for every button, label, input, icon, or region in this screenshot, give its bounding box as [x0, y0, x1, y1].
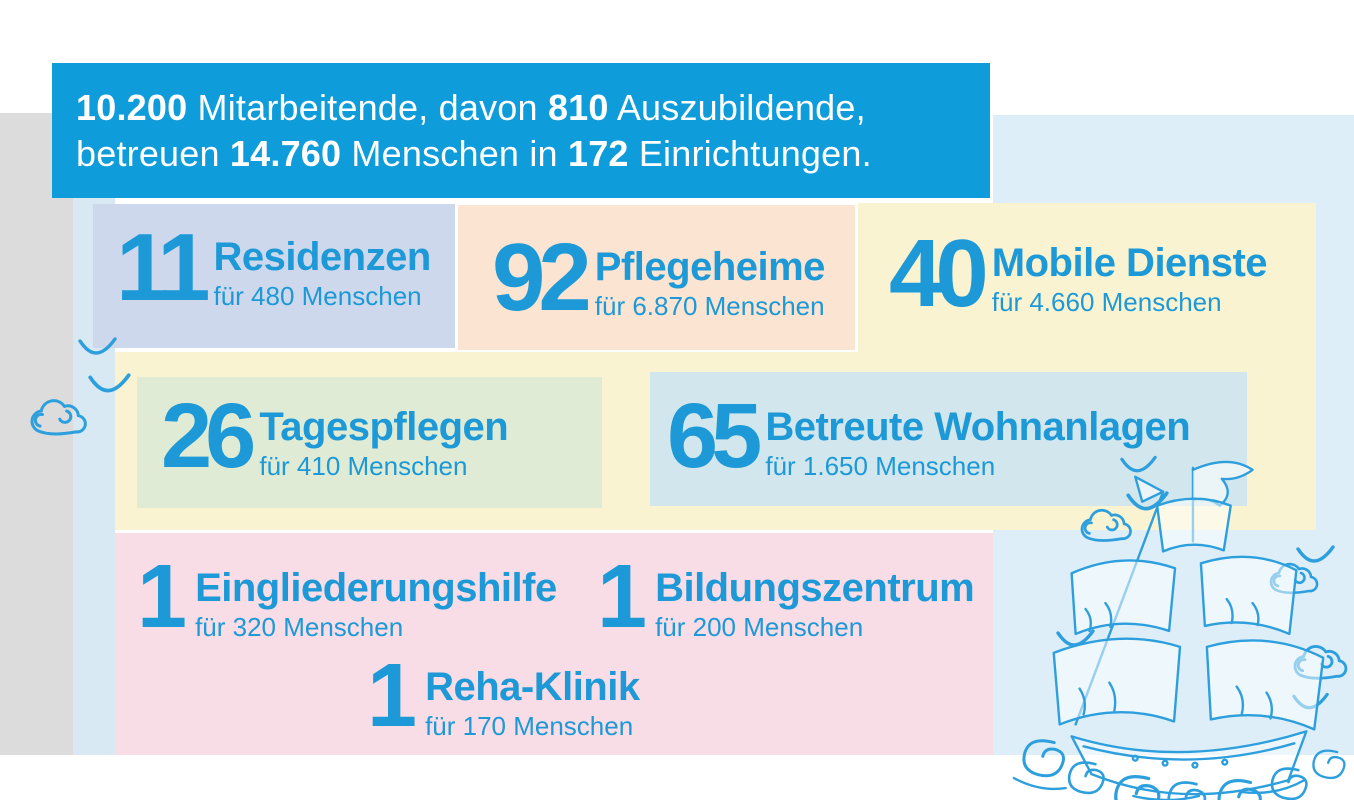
bird-icon — [88, 373, 131, 393]
stat-label: Mobile Dienste — [991, 241, 1268, 285]
stat-sublabel: für 6.870 Menschen — [594, 291, 825, 321]
stat-sublabel: für 1.650 Menschen — [765, 451, 996, 481]
stat-label: Eingliederungshilfe — [195, 566, 557, 610]
stat-label: Reha-Klinik — [425, 665, 640, 709]
stat-sublabel: für 320 Menschen — [195, 612, 404, 642]
stat-sublabel: für 200 Menschen — [655, 612, 864, 642]
header-value-menschen: 14.760 — [229, 133, 342, 174]
stat-betreute-wohnanlagen: 65 Betreute Wohnanlagen für 1.650 Mensch… — [667, 385, 1191, 487]
stat-count: 1 — [137, 547, 187, 647]
stat-count: 1 — [597, 547, 647, 647]
stat-label: Betreute Wohnanlagen — [765, 405, 1191, 449]
sailing-ship-icon — [1012, 460, 1346, 800]
stat-pflegeheime: 92 Pflegeheime für 6.870 Menschen — [492, 224, 826, 331]
header-value-mitarbeitende: 10.200 — [76, 87, 188, 128]
stat-eingliederungshilfe: 1 Eingliederungshilfe für 320 Menschen — [137, 547, 557, 647]
header-value-auszubildende: 810 — [547, 87, 609, 128]
stat-count: 40 — [889, 220, 989, 327]
stat-count: 65 — [667, 385, 762, 487]
stat-count: 26 — [161, 385, 256, 487]
stat-count: 1 — [367, 646, 417, 746]
stat-label: Residenzen — [213, 235, 431, 279]
pink-backdrop — [115, 533, 993, 755]
stat-residenzen: 11 Residenzen für 480 Menschen — [116, 214, 431, 321]
stat-count: 11 — [116, 214, 211, 321]
header-value-einrichtungen: 172 — [567, 133, 629, 174]
header-line-2: betreuen 14.760 Menschen in 172 Einricht… — [76, 133, 872, 174]
header-line-1: 10.200 Mitarbeitende, davon 810 Auszubil… — [76, 87, 866, 128]
stat-bildungszentrum: 1 Bildungszentrum für 200 Menschen — [597, 547, 975, 647]
stat-sublabel: für 4.660 Menschen — [991, 287, 1222, 317]
stat-box-pflegeheime — [458, 205, 855, 350]
header-banner: 10.200 Mitarbeitende, davon 810 Auszubil… — [52, 63, 990, 198]
stat-count: 92 — [492, 224, 592, 331]
stat-reha-klinik: 1 Reha-Klinik für 170 Menschen — [367, 646, 640, 746]
stat-sublabel: für 170 Menschen — [425, 711, 634, 741]
stat-box-residenzen — [93, 204, 455, 348]
stat-label: Tagespflegen — [259, 405, 509, 449]
stat-label: Pflegeheime — [594, 245, 826, 289]
bird-icon — [78, 337, 117, 355]
stat-tagespflegen: 26 Tagespflegen für 410 Menschen — [161, 385, 509, 487]
stat-box-tagespflegen — [137, 377, 602, 508]
stat-label: Bildungszentrum — [655, 566, 975, 610]
cloud-icon — [30, 399, 87, 436]
stat-sublabel: für 480 Menschen — [213, 281, 422, 311]
stat-mobile-dienste: 40 Mobile Dienste für 4.660 Menschen — [889, 220, 1268, 327]
stat-sublabel: für 410 Menschen — [259, 451, 468, 481]
